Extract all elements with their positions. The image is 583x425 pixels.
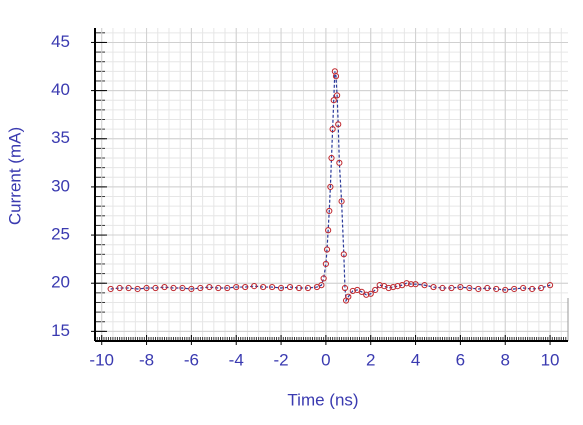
x-tick-label: 4 (411, 350, 420, 369)
data-point (367, 290, 374, 297)
data-point (332, 73, 340, 80)
data-point (341, 284, 349, 292)
data-point (188, 285, 195, 293)
data-point (170, 284, 177, 292)
data-point (502, 286, 509, 294)
data-point (338, 198, 345, 205)
data-point (107, 285, 114, 293)
data-point (403, 280, 410, 287)
data-point (295, 284, 303, 292)
data-point (233, 283, 240, 291)
data-point (125, 284, 132, 292)
data-point (224, 284, 231, 292)
x-tick-label: -6 (184, 350, 199, 369)
x-tick-label: 10 (541, 350, 560, 369)
data-point (260, 283, 267, 291)
data-point (448, 284, 455, 292)
y-tick-label: 40 (51, 80, 70, 99)
data-point (242, 283, 249, 291)
data-point (385, 284, 392, 292)
data-point (390, 283, 397, 291)
x-tick-label: -10 (89, 350, 114, 369)
data-point (421, 282, 428, 289)
data-point (511, 285, 518, 293)
x-axis-title: Time (ns) (287, 390, 358, 409)
data-point (318, 282, 325, 289)
data-point (268, 283, 276, 291)
data-point (327, 183, 334, 191)
data-point (412, 281, 419, 288)
data-point (330, 97, 337, 104)
y-tick-label: 30 (51, 176, 70, 195)
data-point (336, 159, 343, 166)
data-point (484, 284, 491, 292)
data-point (349, 287, 356, 295)
data-point (286, 283, 294, 291)
data-point (439, 284, 446, 292)
data-point (520, 284, 527, 292)
data-point (334, 92, 341, 99)
data-point (251, 283, 258, 290)
data-point (329, 126, 336, 133)
x-tick-label: -8 (139, 350, 154, 369)
series-line (110, 71, 551, 303)
x-tick-label: 8 (500, 350, 509, 369)
data-point (134, 285, 141, 293)
y-tick-label: 15 (51, 321, 70, 340)
data-point (529, 285, 536, 293)
data-point (457, 283, 464, 291)
data-point (197, 284, 204, 292)
data-point (345, 293, 352, 300)
data-point (143, 284, 150, 292)
data-point (358, 288, 365, 295)
data-point (430, 283, 437, 291)
y-tick-label: 45 (51, 32, 70, 51)
data-point (277, 284, 285, 292)
data-point (322, 260, 329, 268)
x-tick-label: -4 (229, 350, 244, 369)
data-point (363, 291, 370, 298)
data-point (323, 246, 331, 253)
x-tick-label: -2 (273, 350, 288, 369)
data-point (376, 282, 383, 289)
data-point (407, 281, 415, 288)
data-point (335, 121, 342, 128)
data-point (179, 284, 186, 292)
data-point (466, 284, 473, 292)
y-tick-label: 20 (51, 273, 70, 292)
data-point (320, 275, 327, 282)
data-point (328, 154, 335, 162)
y-axis-title: Current (mA) (5, 127, 24, 225)
data-point (304, 284, 312, 292)
y-tick-label: 35 (51, 128, 70, 147)
data-point (326, 207, 333, 215)
x-tick-label: 6 (456, 350, 465, 369)
y-tick-label: 25 (51, 225, 70, 244)
data-point (116, 284, 123, 292)
data-point (340, 251, 347, 258)
x-tick-label: 2 (366, 350, 375, 369)
data-point (546, 282, 554, 289)
data-point (537, 284, 545, 292)
data-point (372, 286, 379, 294)
data-point (161, 283, 168, 291)
data-point (475, 285, 482, 293)
x-tick-label: 0 (321, 350, 330, 369)
data-point (325, 227, 332, 234)
data-point (215, 284, 222, 292)
data-point (394, 283, 401, 290)
data-point (206, 283, 213, 291)
data-point (493, 285, 500, 293)
data-point (152, 284, 159, 292)
